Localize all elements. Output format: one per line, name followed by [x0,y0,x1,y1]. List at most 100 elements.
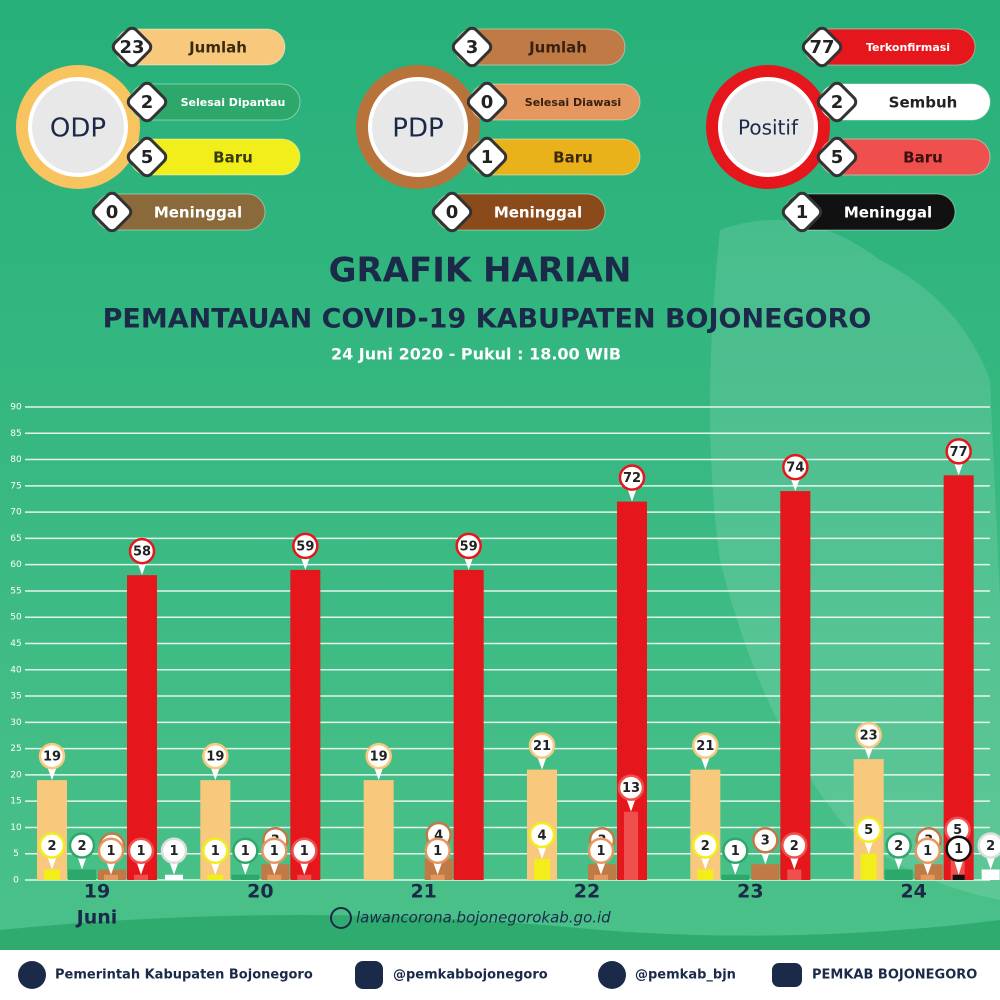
label-pin [863,745,874,760]
y-tick-label: 30 [10,718,22,728]
value-label: 1 [270,844,279,859]
pill-label: Meninggal [844,204,932,222]
y-tick-label: 90 [10,403,22,413]
facebook-text: Pemerintah Kabupaten Bojonegoro [55,968,313,983]
chart-subtitle: PEMANTAUAN COVID-19 KABUPATEN BOJONEGORO [103,304,872,335]
label-bubble [424,837,451,864]
value-label: 74 [786,461,804,476]
bar [267,874,282,880]
footer-bar [0,950,1000,1000]
cluster-label: PDP [392,114,443,144]
label-bubble [365,742,392,770]
chart-title: GRAFIK HARIAN [329,251,632,291]
value-label: 1 [136,844,145,859]
label-bubble [855,816,882,843]
label-bubble [692,732,719,759]
label-pin [626,797,636,812]
y-tick-label: 45 [10,639,21,649]
website: lawancorona.bojonegorokab.go.id [330,907,611,929]
ring-inner [718,77,818,177]
label-pin [730,860,741,875]
y-tick-label: 50 [10,613,22,623]
x-tick-label: 21 [410,881,436,903]
y-tick-label: 65 [10,534,21,544]
y-tick-label: 10 [10,823,22,833]
label-pin [953,858,964,875]
value-label: 19 [370,750,388,765]
y-tick-label: 60 [10,560,22,570]
label-pin [240,860,251,875]
label-pin [863,839,874,854]
x-tick-label: 23 [737,881,763,903]
bar [721,874,750,880]
value-label: 4 [434,828,443,843]
value-label: 1 [596,844,605,859]
value-label: 1 [731,844,740,859]
y-tick-label: 40 [10,665,22,675]
label-pin [432,860,443,875]
label-pin [169,860,179,875]
label-bubble [782,453,809,481]
badge [451,26,493,68]
badge-value: 1 [796,202,809,223]
badge-value: 1 [481,147,494,168]
badge [466,136,508,178]
bar [697,869,714,880]
label-pin [463,555,474,570]
label-pin [137,561,147,576]
globe-icon [330,907,352,929]
label-pin [210,860,221,875]
bar [134,874,148,880]
label-pin [47,855,57,870]
value-label: 5 [953,823,962,838]
bar [920,874,935,880]
value-label: 21 [696,739,714,754]
value-label: 72 [623,471,641,486]
label-bubble [692,832,719,859]
label-pin [136,860,146,875]
badge-value: 5 [831,147,844,168]
label-bubble [945,835,972,862]
badge [431,191,473,233]
facebook-icon [18,961,46,989]
value-label: 1 [300,844,309,859]
label-pin [373,766,384,781]
bar [104,874,118,880]
badge-value: 3 [466,37,479,58]
label-bubble [914,837,941,864]
pill-label: Selesai Diawasi [525,96,621,109]
pill-label: Jumlah [188,39,247,57]
value-label: 1 [211,844,220,859]
value-label: 1 [923,844,932,859]
ring-inner [28,77,128,177]
label-pin [627,487,637,502]
label-pin [300,555,311,570]
label-bubble [38,832,66,859]
bar [68,869,96,880]
bar [860,853,877,880]
label-pin [299,860,310,875]
badge [91,191,133,233]
bar [534,858,550,880]
bar [943,475,974,880]
badge-value: 23 [119,37,144,58]
bar [884,869,913,880]
value-label: 2 [986,839,995,854]
value-label: 3 [761,834,770,849]
bar [207,874,224,880]
value-label: 59 [296,539,314,554]
bar [453,569,484,880]
bar [981,869,1000,880]
youtube-icon [772,963,802,987]
x-tick-label: 24 [900,881,926,903]
y-tick-label: 75 [10,481,21,491]
badge [816,136,858,178]
label-pin [210,766,221,781]
label-bubble [528,732,556,759]
pill-label: Selesai Dipantau [181,96,286,109]
value-label: 2 [894,839,903,854]
pill-label: Terkonfirmasi [866,41,950,54]
value-label: 1 [169,844,178,859]
label-pin [760,850,771,865]
value-label: 4 [537,828,546,843]
